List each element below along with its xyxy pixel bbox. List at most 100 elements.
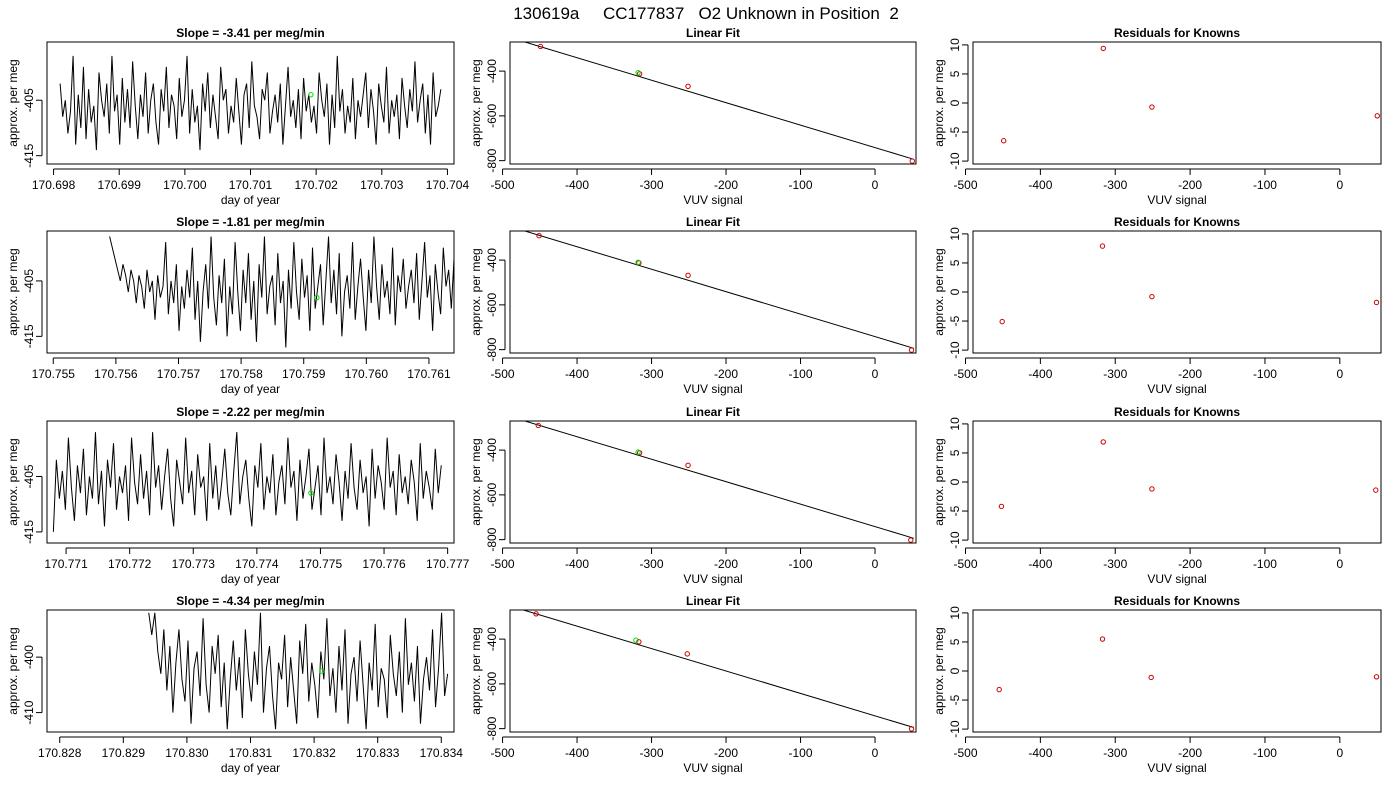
- fit-line: [523, 421, 914, 539]
- x-tick-label: 170.829: [102, 746, 146, 760]
- x-tick-label: -100: [1253, 746, 1277, 760]
- x-axis-label: VUV signal: [1147, 193, 1206, 207]
- y-axis-label: approx. per meg: [469, 248, 483, 335]
- x-tick-label: 170.757: [157, 367, 201, 381]
- x-tick-label: 170.760: [345, 367, 389, 381]
- plot-frame: [509, 420, 917, 544]
- known-point: [537, 43, 544, 50]
- x-tick-label: 170.756: [94, 367, 138, 381]
- y-axis: 10 5 0 -5 -10: [948, 38, 969, 170]
- y-axis: 10 5 0 -5 -10: [948, 606, 969, 738]
- x-tick-label: -200: [714, 557, 738, 571]
- known-point: [533, 611, 539, 617]
- y-tick-label: 10: [948, 38, 962, 52]
- unknown-point: [635, 259, 641, 266]
- x-tick-label: -300: [640, 746, 664, 760]
- y-tick-label: 10: [948, 417, 962, 431]
- x-axis-label: day of year: [221, 193, 280, 207]
- known-point: [636, 639, 642, 645]
- known-point: [685, 272, 691, 279]
- unknown-point: [633, 637, 639, 643]
- y-tick-label: -10: [948, 341, 962, 359]
- known-point: [1149, 486, 1155, 492]
- y-axis-label: approx. per meg: [932, 438, 946, 525]
- x-tick-label: -100: [789, 367, 813, 381]
- y-axis: -400 -410: [22, 645, 43, 725]
- x-tick-label: 0: [1336, 746, 1343, 760]
- known-point: [1373, 299, 1380, 306]
- known-point: [1149, 293, 1155, 300]
- known-point: [1148, 674, 1154, 681]
- panel-1-2: Linear Fit -500 -400 -300 -200 -100 0 VUV signa…: [469, 26, 917, 207]
- y-axis-label: approx. per meg: [6, 627, 20, 714]
- plot-frame: [46, 420, 455, 544]
- x-axis-label: VUV signal: [683, 572, 742, 586]
- x-tick-label: 170.828: [38, 746, 82, 760]
- x-axis-label: VUV signal: [683, 761, 742, 775]
- x-tick-label: 170.774: [235, 557, 279, 571]
- x-tick-label: 170.834: [420, 746, 464, 760]
- plot-area: [523, 421, 914, 543]
- y-tick-label: 10: [948, 227, 962, 241]
- y-tick-label: 0: [948, 478, 962, 485]
- y-axis: -405 -415: [22, 464, 43, 544]
- y-axis: -405 -415: [22, 269, 43, 348]
- x-tick-label: -400: [1028, 367, 1052, 381]
- x-tick-label: -500: [953, 746, 977, 760]
- x-axis: 170.755 170.756 170.757 170.758 170.759 170.7…: [32, 357, 451, 381]
- known-point: [1100, 439, 1106, 445]
- plot-frame: [509, 609, 917, 733]
- x-tick-label: -300: [1103, 367, 1127, 381]
- y-tick-label: -10: [948, 152, 962, 170]
- y-tick-label: -400: [485, 438, 499, 462]
- x-tick-label: 170.832: [292, 746, 336, 760]
- x-tick-label: 170.759: [282, 367, 326, 381]
- x-tick-label: -200: [1178, 367, 1202, 381]
- y-tick-label: -415: [22, 143, 36, 167]
- x-tick-label: 170.833: [356, 746, 400, 760]
- y-tick-label: -5: [948, 505, 962, 516]
- fit-line: [521, 610, 914, 729]
- x-axis: 170.828 170.829 170.830 170.831 170.832 170.8…: [38, 736, 464, 760]
- unknown-point: [635, 449, 641, 455]
- panel-1-3: Residuals for Knowns-500 -400 -300 -200 -100…: [932, 26, 1382, 207]
- x-tick-label: 170.775: [299, 557, 343, 571]
- x-tick-label: -300: [1103, 746, 1127, 760]
- plot-frame: [46, 230, 455, 354]
- y-tick-label: -5: [948, 126, 962, 137]
- y-tick-label: -600: [485, 293, 499, 317]
- x-tick-label: -200: [1178, 557, 1202, 571]
- panel-title: Linear Fit: [686, 405, 740, 419]
- plot-frame: [972, 420, 1382, 544]
- x-tick-label: -100: [789, 746, 813, 760]
- x-axis: -500 -400 -300 -200 -100 0: [491, 547, 879, 571]
- panel-title: Slope = -1.81 per meg/min: [176, 215, 324, 229]
- y-axis: -400 -600 -800: [485, 59, 506, 173]
- panel-title: Slope = -3.41 per meg/min: [176, 26, 324, 40]
- x-tick-label: -200: [1178, 178, 1202, 192]
- x-axis: -500 -400 -300 -200 -100 0: [953, 547, 1343, 571]
- x-tick-label: 170.704: [426, 178, 470, 192]
- panel-title: Residuals for Knowns: [1114, 26, 1240, 40]
- known-point: [909, 158, 915, 164]
- panel-title: Slope = -2.22 per meg/min: [176, 405, 324, 419]
- known-point: [685, 83, 691, 90]
- y-axis-label: approx. per meg: [6, 59, 20, 146]
- x-tick-label: -100: [1253, 557, 1277, 571]
- trace-line: [59, 55, 442, 151]
- fit-line: [523, 42, 914, 160]
- y-tick-label: -5: [948, 694, 962, 705]
- y-axis-label: approx. per meg: [469, 438, 483, 525]
- y-tick-label: -400: [485, 627, 499, 651]
- x-tick-label: 170.831: [229, 746, 273, 760]
- y-tick-label: 5: [948, 449, 962, 456]
- plot-frame: [972, 609, 1382, 733]
- x-tick-label: -200: [714, 367, 738, 381]
- x-tick-label: -500: [953, 557, 977, 571]
- x-tick-label: 0: [872, 178, 879, 192]
- x-tick-label: 0: [1336, 557, 1343, 571]
- x-tick-label: 170.830: [165, 746, 209, 760]
- panel-3-2: Linear Fit -500 -400 -300 -200 -100 0 VUV signa…: [469, 405, 917, 586]
